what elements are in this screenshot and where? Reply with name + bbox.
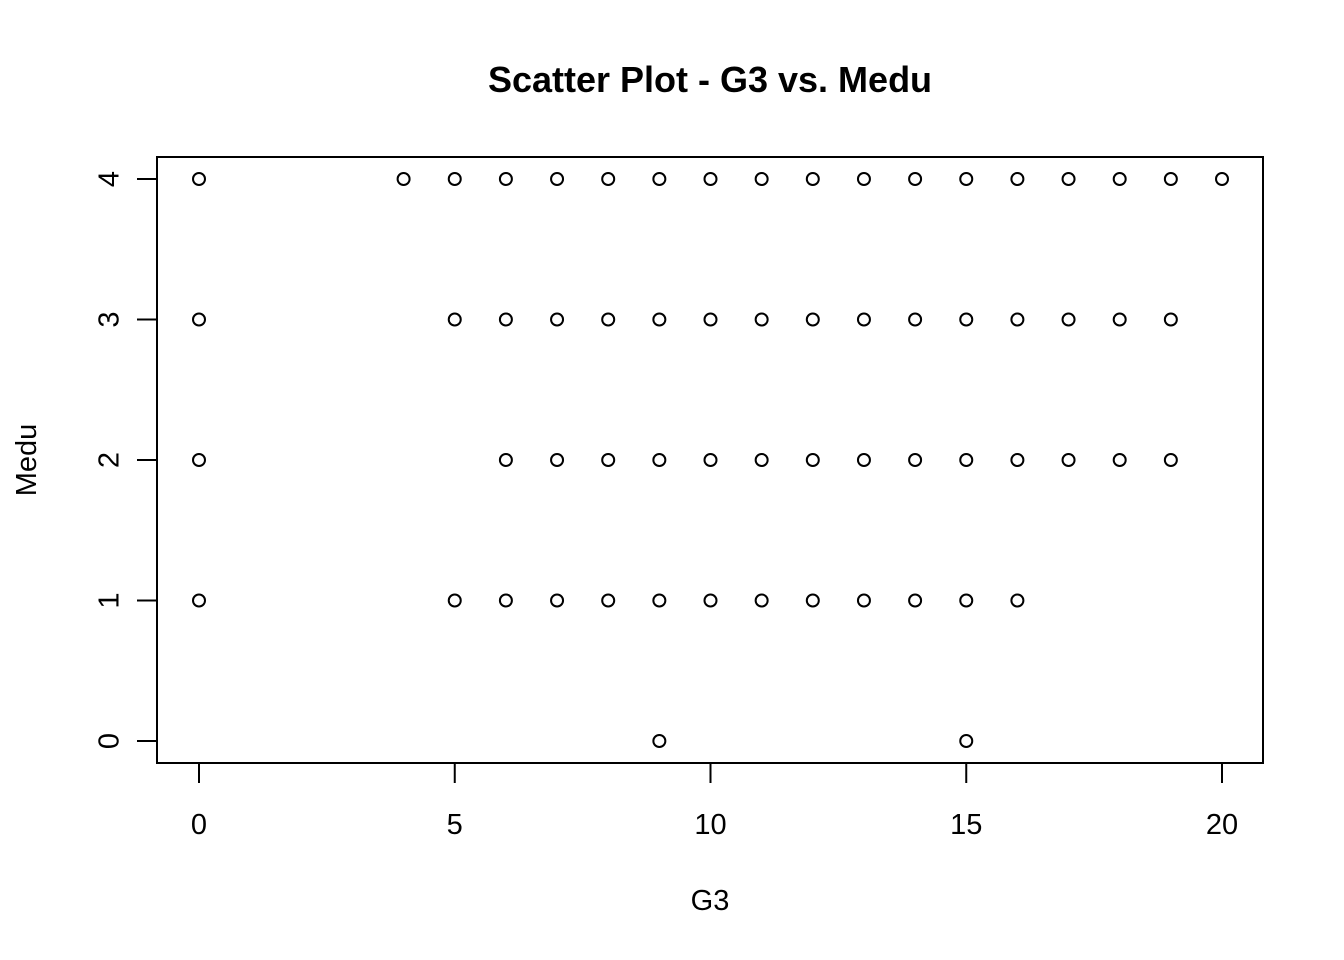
data-point bbox=[1010, 593, 1025, 608]
data-point bbox=[856, 312, 871, 327]
plot-frame bbox=[156, 156, 1264, 764]
data-point bbox=[805, 593, 820, 608]
data-point bbox=[1112, 312, 1127, 327]
data-point bbox=[856, 172, 871, 186]
data-point bbox=[805, 172, 820, 186]
data-point bbox=[1112, 453, 1127, 467]
x-tick-label: 20 bbox=[1206, 809, 1238, 841]
chart-title: Scatter Plot - G3 vs. Medu bbox=[488, 59, 932, 100]
data-point bbox=[908, 453, 923, 467]
data-point bbox=[1061, 172, 1076, 186]
y-tick-label: 3 bbox=[94, 311, 126, 327]
x-tick-label: 0 bbox=[191, 809, 207, 841]
data-point bbox=[959, 593, 974, 608]
data-point bbox=[601, 312, 616, 327]
x-axis: 0 5 10 15 20 bbox=[191, 762, 1238, 841]
x-tick-label: 10 bbox=[694, 809, 726, 841]
data-point bbox=[959, 172, 974, 186]
data-point bbox=[192, 172, 206, 186]
data-point bbox=[498, 172, 513, 186]
data-point bbox=[703, 593, 718, 608]
data-point bbox=[601, 453, 616, 467]
data-point bbox=[396, 172, 411, 186]
data-point bbox=[652, 312, 667, 327]
data-point bbox=[908, 172, 923, 186]
data-point bbox=[754, 453, 769, 467]
data-point bbox=[498, 593, 513, 608]
data-point bbox=[550, 172, 565, 186]
data-points bbox=[192, 172, 1229, 748]
data-point bbox=[959, 734, 974, 748]
data-point bbox=[447, 593, 462, 608]
data-point bbox=[601, 172, 616, 186]
x-tick-label: 5 bbox=[447, 809, 463, 841]
data-point bbox=[447, 312, 462, 327]
data-point bbox=[550, 593, 565, 608]
x-axis-label: G3 bbox=[691, 885, 730, 917]
data-point bbox=[652, 593, 667, 608]
data-point bbox=[856, 593, 871, 608]
y-axis: 0 1 2 3 4 bbox=[94, 171, 158, 749]
y-tick-label: 2 bbox=[94, 452, 126, 468]
data-point bbox=[498, 453, 513, 467]
data-point bbox=[703, 312, 718, 327]
data-point bbox=[959, 453, 974, 467]
data-point bbox=[754, 593, 769, 608]
y-tick-label: 1 bbox=[94, 592, 126, 608]
data-point bbox=[192, 312, 206, 327]
data-point bbox=[754, 312, 769, 327]
data-point bbox=[959, 312, 974, 327]
data-point bbox=[1010, 172, 1025, 186]
y-axis-label: Medu bbox=[11, 424, 43, 497]
data-point bbox=[1010, 312, 1025, 327]
data-point bbox=[1215, 172, 1229, 186]
data-point bbox=[1163, 312, 1178, 327]
y-tick-label: 0 bbox=[94, 733, 126, 749]
data-point bbox=[703, 172, 718, 186]
data-point bbox=[652, 453, 667, 467]
data-point bbox=[908, 593, 923, 608]
data-point bbox=[1061, 453, 1076, 467]
data-point bbox=[703, 453, 718, 467]
data-point bbox=[1163, 172, 1178, 186]
data-point bbox=[447, 172, 462, 186]
data-point bbox=[1112, 172, 1127, 186]
data-point bbox=[908, 312, 923, 327]
data-point bbox=[754, 172, 769, 186]
data-point bbox=[652, 172, 667, 186]
data-point bbox=[192, 593, 206, 608]
data-point bbox=[498, 312, 513, 327]
data-point bbox=[550, 453, 565, 467]
data-point bbox=[1010, 453, 1025, 467]
data-point bbox=[805, 312, 820, 327]
x-tick-label: 15 bbox=[950, 809, 982, 841]
data-point bbox=[192, 453, 206, 467]
data-point bbox=[1061, 312, 1076, 327]
data-point bbox=[550, 312, 565, 327]
data-point bbox=[856, 453, 871, 467]
data-point bbox=[1163, 453, 1178, 467]
data-point bbox=[805, 453, 820, 467]
y-tick-label: 4 bbox=[94, 171, 126, 187]
data-point bbox=[652, 734, 667, 748]
data-point bbox=[601, 593, 616, 608]
